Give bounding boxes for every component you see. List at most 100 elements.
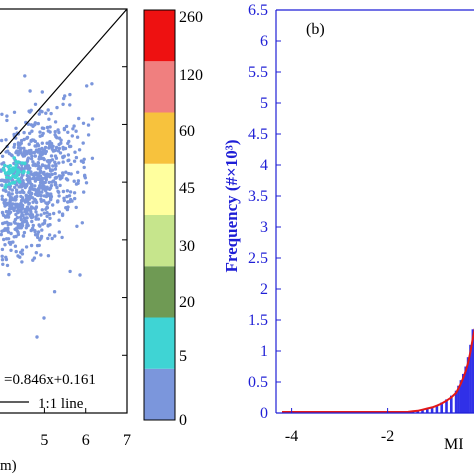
scatter-point xyxy=(35,243,40,248)
scatter-point xyxy=(46,173,50,177)
colorbar-segment xyxy=(144,317,175,369)
histogram-x-tick-label: -2 xyxy=(381,428,394,445)
scatter-point xyxy=(25,173,29,178)
scatter-point xyxy=(73,196,77,201)
scatter-point xyxy=(47,180,51,185)
scatter-point-dense xyxy=(16,160,21,164)
scatter-point xyxy=(20,207,24,211)
scatter-point xyxy=(12,220,17,224)
histogram-panel: 0 0.5 1 1.5 2 2.5 3 3.5 4 4.5 5 5.5 6 6.5 -4 -2 (b) Fr… xyxy=(222,2,474,453)
scatter-point xyxy=(90,82,94,86)
scatter-point xyxy=(60,212,65,216)
scatter-point xyxy=(19,202,23,207)
scatter-point xyxy=(62,126,67,131)
scatter-point xyxy=(8,195,12,199)
histogram-bar xyxy=(454,390,458,413)
scatter-point xyxy=(76,179,81,183)
scatter-point xyxy=(61,160,65,164)
scatter-point xyxy=(24,245,29,249)
scatter-point xyxy=(67,139,71,144)
scatter-point xyxy=(19,138,24,143)
scatter-point xyxy=(16,153,20,157)
scatter-point xyxy=(10,153,14,158)
scatter-point xyxy=(36,167,40,171)
scatter-point xyxy=(73,150,77,154)
scatter-point xyxy=(24,226,28,230)
scatter-point xyxy=(74,155,79,160)
scatter-point xyxy=(19,185,24,189)
scatter-point xyxy=(90,117,95,121)
scatter-point xyxy=(48,212,52,217)
scatter-point xyxy=(74,129,78,133)
scatter-point xyxy=(4,257,9,262)
scatter-point xyxy=(49,154,54,158)
scatter-point xyxy=(52,211,56,216)
scatter-point xyxy=(28,191,33,195)
scatter-point xyxy=(28,186,32,190)
histogram-bar xyxy=(435,404,439,413)
scatter-point xyxy=(14,150,18,155)
scatter-point xyxy=(57,194,61,198)
scatter-point xyxy=(15,215,20,220)
scatter-point xyxy=(54,176,58,180)
scatter-point xyxy=(0,197,4,201)
scatter-point xyxy=(0,232,3,237)
scatter-point xyxy=(29,123,33,127)
scatter-point xyxy=(0,254,4,258)
scatter-point-dense xyxy=(20,161,24,165)
scatter-point xyxy=(13,244,18,248)
scatter-points xyxy=(0,74,95,339)
scatter-point xyxy=(64,170,68,174)
scatter-point xyxy=(29,148,33,153)
scatter-point xyxy=(27,197,31,201)
scatter-point xyxy=(6,237,11,241)
histogram-y-tick-label: 6.5 xyxy=(248,2,268,19)
colorbar-segment xyxy=(144,368,175,420)
scatter-point xyxy=(82,157,86,161)
scatter-point xyxy=(26,223,30,228)
scatter-point-dense xyxy=(12,156,16,160)
scatter-point xyxy=(30,129,34,133)
scatter-point xyxy=(61,171,65,175)
scatter-point xyxy=(33,102,38,107)
scatter-point xyxy=(40,163,45,167)
colorbar-label: 5 xyxy=(179,348,187,365)
colorbar-label: 260 xyxy=(179,9,203,26)
scatter-point-dense xyxy=(8,167,12,172)
scatter-point xyxy=(29,139,33,143)
scatter-point xyxy=(38,169,43,173)
scatter-point xyxy=(40,228,44,232)
scatter-point xyxy=(62,96,66,101)
histogram-bar xyxy=(421,409,424,413)
scatter-point-dense xyxy=(23,161,27,166)
histogram-x-tick-label: -4 xyxy=(285,428,298,445)
scatter-point xyxy=(25,135,30,140)
scatter-point xyxy=(30,219,34,224)
scatter-point xyxy=(1,213,6,217)
scatter-point xyxy=(57,136,62,140)
scatter-point xyxy=(62,196,66,200)
histogram-y-tick-label: 2.5 xyxy=(248,250,268,267)
scatter-point xyxy=(26,156,31,160)
scatter-point-dense xyxy=(10,181,15,185)
scatter-point xyxy=(35,163,40,167)
scatter-point xyxy=(0,112,4,117)
scatter-point xyxy=(72,179,76,183)
one-to-one-legend-label: 1:1 line xyxy=(38,396,84,412)
scatter-point xyxy=(53,133,57,137)
histogram-bar xyxy=(445,399,448,413)
colorbar-label: 30 xyxy=(179,238,195,255)
scatter-point xyxy=(4,209,9,214)
scatter-point xyxy=(41,182,45,186)
scatter-point xyxy=(52,290,57,294)
scatter-point xyxy=(0,138,4,143)
scatter-point xyxy=(0,194,4,198)
scatter-point xyxy=(12,142,17,147)
scatter-point xyxy=(82,165,86,170)
scatter-point xyxy=(10,192,14,196)
scatter-point-dense xyxy=(16,177,21,181)
scatter-x-tick-label: 7 xyxy=(123,432,131,449)
scatter-point xyxy=(14,212,18,217)
scatter-point-dense xyxy=(11,169,15,173)
scatter-point xyxy=(7,151,11,156)
